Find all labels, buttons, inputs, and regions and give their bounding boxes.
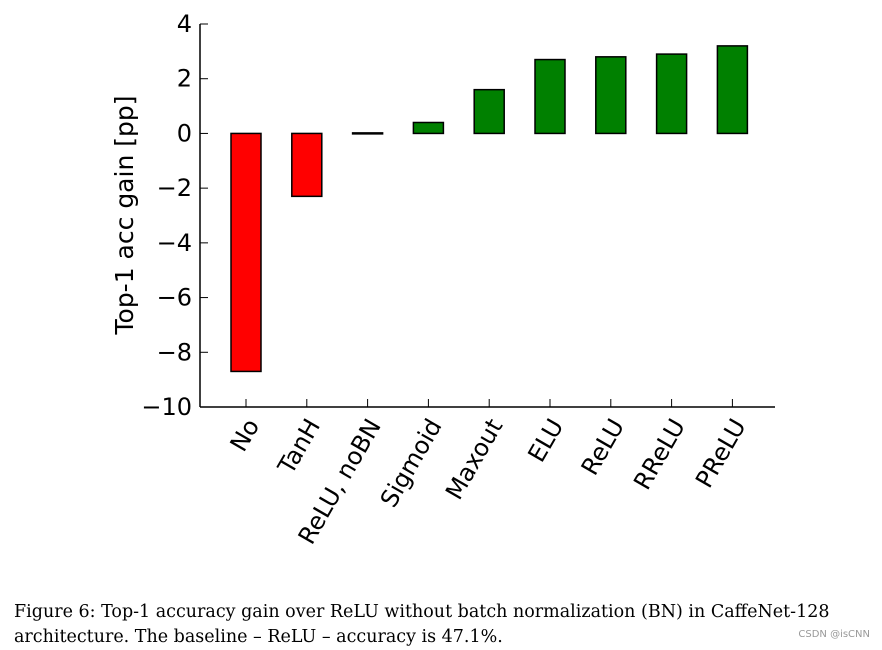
watermark: CSDN @isCNN	[798, 629, 870, 640]
x-tick-label: PReLU	[690, 414, 752, 493]
y-tick-label: 2	[177, 65, 192, 93]
y-axis: 4 2 0 −2 −4 −6 −8 −10	[141, 10, 208, 421]
x-tick-label: TanH	[272, 414, 326, 480]
y-tick-label: −10	[141, 393, 192, 421]
bar-no	[230, 132, 262, 373]
x-tick-label: RReLU	[628, 414, 691, 494]
figure-caption: Figure 6: Top-1 accuracy gain over ReLU …	[14, 602, 830, 647]
x-tick-label: Maxout	[440, 414, 508, 504]
bar-elu	[534, 58, 566, 135]
y-axis-title: Top-1 acc gain [pp]	[110, 96, 139, 336]
y-tick-label: −2	[157, 174, 192, 202]
y-tick-label: 4	[177, 10, 192, 38]
bar-relu	[595, 56, 627, 135]
bar-relu-nobn	[351, 132, 384, 135]
x-tick-label: No	[225, 414, 266, 456]
x-tick-label: ReLU	[576, 414, 630, 480]
y-tick-label: −8	[157, 338, 192, 366]
bar-rrelu	[655, 53, 688, 135]
y-tick-label: 0	[177, 119, 192, 147]
bar-sigmoid	[412, 121, 445, 135]
bar-tanh	[291, 132, 323, 198]
y-tick-label: −6	[157, 284, 192, 312]
bar-maxout	[473, 88, 505, 135]
x-axis	[200, 399, 775, 408]
x-tick-label: ELU	[522, 414, 569, 467]
y-tick-label: −4	[157, 229, 192, 257]
bar-prelu	[716, 45, 749, 135]
bars	[230, 45, 749, 373]
